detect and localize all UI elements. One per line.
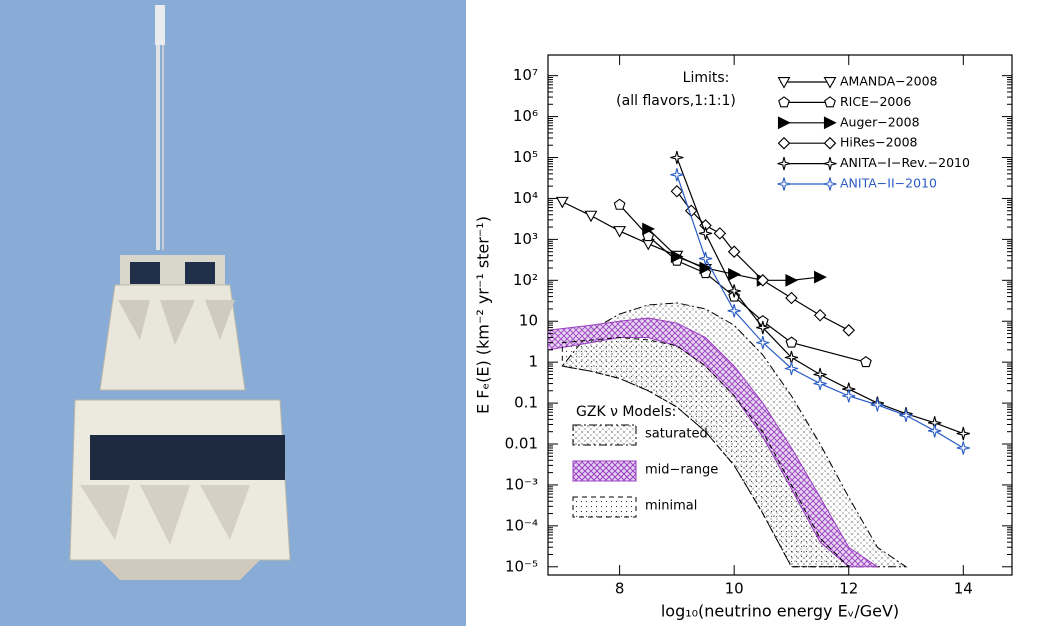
marker	[670, 150, 684, 165]
solar-band	[90, 435, 285, 480]
marker	[956, 426, 970, 441]
marker	[756, 274, 770, 287]
solar-panel	[185, 262, 215, 284]
x-tick-label: 10	[725, 580, 744, 598]
marker	[728, 267, 741, 281]
marker	[613, 226, 627, 238]
marker	[824, 96, 836, 108]
x-tick-label: 8	[615, 580, 625, 598]
x-axis-title: log₁₀(neutrino energy Eᵥ/GeV)	[661, 602, 899, 621]
y-tick-label: 1	[528, 353, 538, 371]
y-tick-label: 10⁵	[513, 148, 538, 166]
marker	[814, 270, 827, 284]
marker	[727, 304, 741, 318]
y-tick-label: 10⁶	[513, 107, 538, 125]
antenna-horns	[80, 485, 250, 545]
marker	[555, 196, 569, 209]
marker	[899, 408, 913, 423]
marker	[727, 245, 741, 258]
series	[555, 150, 970, 455]
legend-label: ANITA−I−Rev.−2010	[840, 155, 970, 170]
marker	[699, 261, 713, 275]
marker	[823, 77, 837, 89]
y-tick-label: 10⁻⁴	[505, 516, 538, 534]
marker	[956, 441, 970, 455]
legend-label: Auger−2008	[840, 114, 920, 129]
legend-label: HiRes−2008	[840, 135, 918, 150]
marker	[777, 136, 791, 150]
bands	[548, 302, 908, 568]
x-tick-label: 14	[954, 580, 973, 598]
marker	[670, 168, 684, 182]
x-tick-label: 12	[839, 580, 858, 598]
marker	[698, 226, 713, 241]
marker	[670, 184, 684, 198]
marker	[642, 222, 655, 236]
legend-title: Limits:	[683, 70, 730, 86]
solar-panel	[130, 262, 160, 284]
band-legend-label: mid−range	[645, 463, 718, 478]
band-legend-label: minimal	[645, 499, 697, 514]
y-tick-label: 0.01	[505, 435, 538, 453]
legend-label: AMANDA−2008	[840, 74, 938, 89]
y-tick-label: 0.1	[514, 394, 538, 412]
legend-subtitle: (all flavors,1:1:1)	[616, 93, 736, 109]
band-legend-swatch	[572, 460, 637, 482]
marker	[756, 336, 770, 350]
marker	[698, 251, 713, 266]
y-tick-label: 10⁻⁵	[505, 557, 538, 575]
y-tick-label: 10	[519, 312, 538, 330]
lower-deck	[100, 560, 260, 580]
marker	[870, 398, 885, 412]
marker	[842, 389, 856, 403]
marker	[584, 210, 598, 223]
marker	[727, 284, 741, 298]
y-tick-label: 10⁷	[513, 66, 538, 84]
tether-top	[155, 5, 165, 45]
marker	[777, 177, 791, 191]
marker	[785, 273, 799, 287]
bands-title: GZK ν Models:	[576, 404, 676, 420]
y-tick-label: 10³	[513, 230, 538, 248]
marker	[928, 424, 942, 438]
y-tick-label: 10⁴	[513, 189, 538, 207]
marker	[784, 361, 799, 376]
y-tick-label: 10²	[513, 271, 538, 289]
gzk-band	[561, 337, 850, 568]
y-axis-title: E Fₑ(E) (km⁻² yr⁻¹ ster⁻¹)	[474, 216, 493, 414]
marker	[813, 376, 827, 391]
legend-label: ANITA−II−2010	[840, 176, 937, 191]
marker	[777, 77, 791, 89]
marker	[860, 355, 872, 368]
marker	[778, 96, 790, 108]
marker	[777, 116, 791, 130]
marker	[785, 336, 798, 348]
legend-label: RICE−2006	[840, 94, 911, 109]
marker	[785, 291, 798, 305]
marker	[613, 198, 626, 210]
band-legend-swatch	[572, 496, 637, 518]
marker	[823, 116, 837, 130]
marker	[670, 250, 684, 263]
marker	[813, 308, 827, 322]
marker	[823, 156, 837, 171]
payload-photo	[0, 0, 466, 626]
marker	[756, 320, 770, 335]
marker	[842, 324, 856, 337]
marker	[823, 136, 837, 150]
antenna-horns	[118, 300, 235, 345]
marker	[777, 156, 791, 171]
marker	[713, 227, 727, 240]
marker	[823, 177, 837, 191]
band-legend-swatch	[572, 424, 637, 446]
y-tick-label: 10⁻³	[505, 475, 538, 493]
band-legend-label: saturated	[645, 427, 708, 442]
